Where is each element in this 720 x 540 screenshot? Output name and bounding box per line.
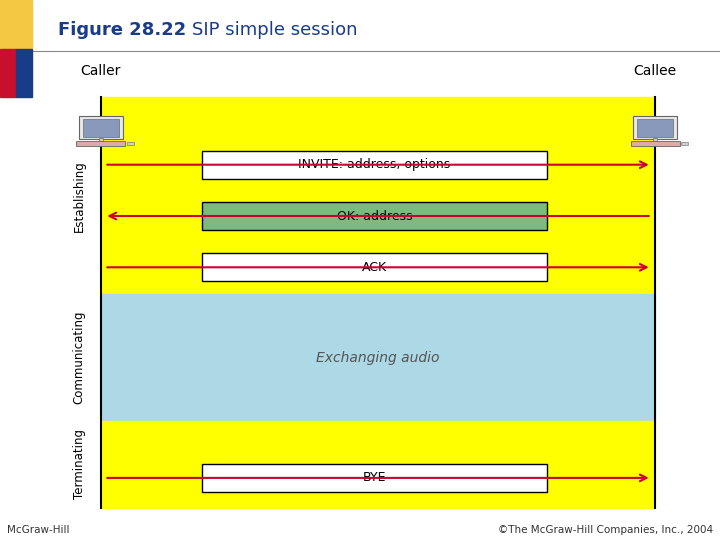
- Text: ©The McGraw-Hill Companies, Inc., 2004: ©The McGraw-Hill Companies, Inc., 2004: [498, 524, 713, 535]
- Bar: [202, 253, 547, 281]
- Bar: [653, 138, 657, 141]
- Bar: [0, 49, 16, 97]
- Bar: [202, 151, 547, 179]
- Bar: [16, 49, 32, 97]
- Bar: [127, 143, 134, 145]
- Text: ACK: ACK: [362, 261, 387, 274]
- Bar: [634, 116, 677, 139]
- Text: Establishing: Establishing: [73, 160, 86, 232]
- Bar: [0, 0, 32, 49]
- Text: Exchanging audio: Exchanging audio: [316, 351, 440, 364]
- Bar: [83, 119, 119, 137]
- Text: INVITE: address, options: INVITE: address, options: [298, 158, 451, 171]
- Bar: [101, 97, 655, 294]
- Text: McGraw-Hill: McGraw-Hill: [7, 524, 70, 535]
- Bar: [101, 294, 655, 421]
- Text: Terminating: Terminating: [73, 429, 86, 500]
- Bar: [99, 138, 103, 141]
- Text: Callee: Callee: [634, 64, 677, 78]
- Bar: [101, 421, 655, 508]
- Text: SIP simple session: SIP simple session: [169, 21, 358, 39]
- Text: OK: address: OK: address: [336, 210, 413, 222]
- Text: BYE: BYE: [363, 471, 386, 484]
- Text: Figure 28.22: Figure 28.22: [58, 21, 186, 39]
- Bar: [637, 119, 673, 137]
- Text: Caller: Caller: [81, 64, 121, 78]
- Bar: [202, 202, 547, 230]
- Bar: [79, 116, 122, 139]
- Bar: [631, 141, 680, 146]
- Bar: [681, 143, 688, 145]
- Bar: [76, 141, 125, 146]
- Text: Communicating: Communicating: [73, 311, 86, 404]
- Bar: [202, 464, 547, 492]
